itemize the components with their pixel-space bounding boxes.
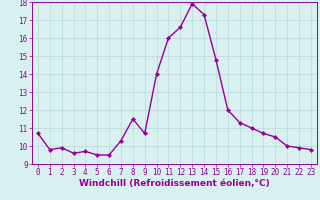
X-axis label: Windchill (Refroidissement éolien,°C): Windchill (Refroidissement éolien,°C) <box>79 179 270 188</box>
